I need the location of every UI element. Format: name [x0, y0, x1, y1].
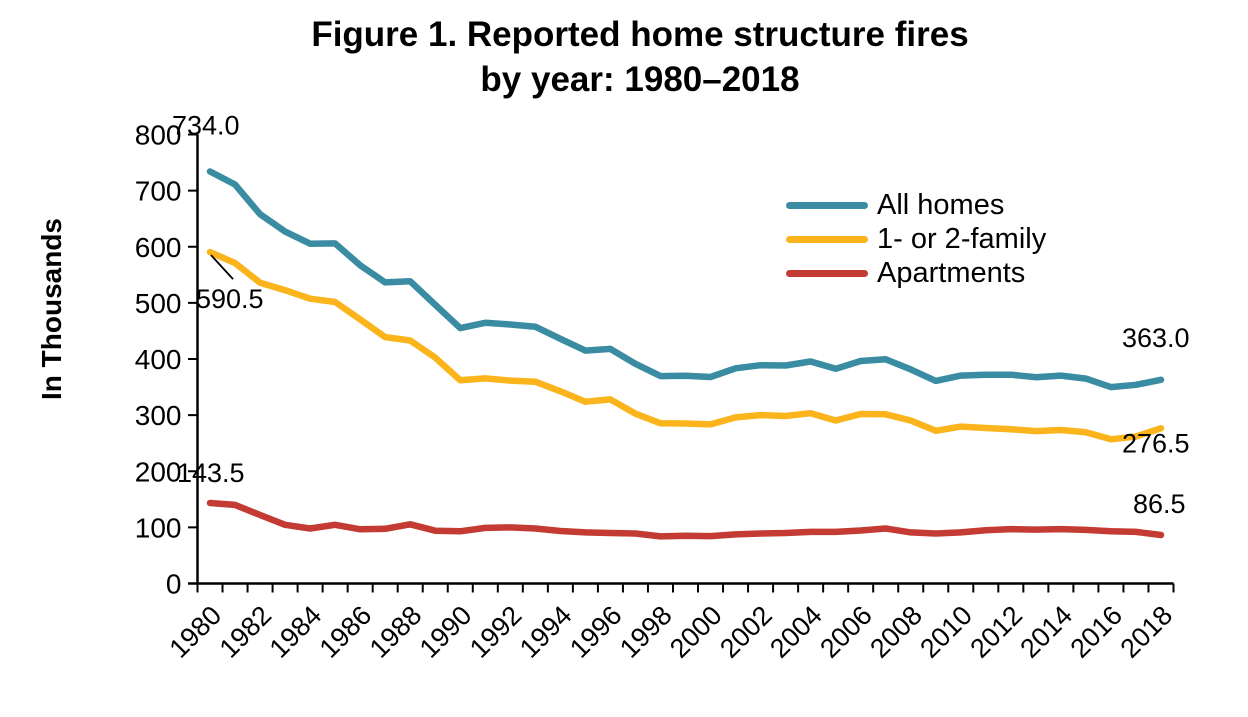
chart-title-line1: Figure 1. Reported home structure fires [311, 15, 969, 54]
x-tick-label: 1994 [514, 600, 578, 664]
legend-line-one-or-two-family [786, 235, 868, 243]
x-tick-label: 2008 [864, 600, 928, 664]
y-tick-label: 300 [135, 400, 182, 431]
x-tick-label: 2006 [814, 600, 878, 664]
data-labels: 734.0 590.5 143.5 363.0 276.5 86.5 [172, 111, 1190, 519]
x-tick-label: 2018 [1115, 600, 1179, 664]
legend: All homes 1- or 2-family Apartments [786, 188, 1046, 290]
legend-item-one-or-two-family: 1- or 2-family [786, 222, 1046, 256]
y-tick-label: 200 [135, 456, 182, 487]
x-tick-label: 1988 [364, 600, 428, 664]
x-tick-label: 1982 [214, 600, 278, 664]
data-label-363.0: 363.0 [1122, 323, 1190, 353]
y-tick-label: 600 [135, 232, 182, 263]
series-apartments [206, 499, 1165, 540]
y-tick-label: 100 [135, 512, 182, 543]
x-tick-label: 1980 [164, 600, 228, 664]
legend-item-apartments: Apartments [786, 256, 1046, 290]
x-tick-label: 2014 [1014, 600, 1078, 664]
legend-line-all-homes [786, 201, 868, 209]
x-tick-label: 1986 [314, 600, 378, 664]
legend-label-all-homes: All homes [877, 188, 1005, 221]
data-label-734.0: 734.0 [172, 111, 240, 141]
x-axis-ticks [196, 583, 1175, 593]
data-label-590.5: 590.5 [196, 284, 264, 314]
chart-title: Figure 1. Reported home structure fires … [40, 12, 1240, 102]
x-tick-label: 1984 [264, 600, 328, 664]
x-tick-label: 1990 [414, 600, 478, 664]
series-one-or-two-family [206, 248, 1165, 443]
x-tick-label: 1996 [564, 600, 628, 664]
x-tick-label: 2010 [914, 600, 978, 664]
x-tick-label: 2002 [714, 600, 778, 664]
x-tick-label: 2004 [764, 600, 828, 664]
x-tick-label: 2016 [1064, 600, 1128, 664]
y-axis-ticks: 0 100 200 300 400 500 600 700 800 [135, 120, 198, 600]
y-tick-label: 800 [135, 120, 182, 151]
x-tick-label: 1992 [464, 600, 528, 664]
x-tick-label: 2012 [964, 600, 1028, 664]
legend-item-all-homes: All homes [786, 188, 1046, 222]
chart-title-line2: by year: 1980–2018 [480, 60, 800, 99]
series-all-homes [206, 168, 1165, 391]
leader-line [210, 254, 234, 280]
x-axis-labels: 1980198219841986198819901992199419961998… [164, 600, 1179, 664]
y-tick-label: 0 [166, 569, 182, 600]
data-label-276.5: 276.5 [1122, 428, 1190, 458]
legend-label-apartments: Apartments [877, 256, 1026, 289]
y-tick-label: 400 [135, 344, 182, 375]
x-tick-label: 2000 [664, 600, 728, 664]
data-label-143.5: 143.5 [177, 458, 245, 488]
legend-line-apartments [786, 269, 868, 277]
y-tick-label: 500 [135, 288, 182, 319]
legend-label-one-or-two-family: 1- or 2-family [877, 222, 1047, 255]
x-tick-label: 1998 [614, 600, 678, 664]
data-label-86.5: 86.5 [1133, 489, 1186, 519]
y-tick-label: 700 [135, 176, 182, 207]
